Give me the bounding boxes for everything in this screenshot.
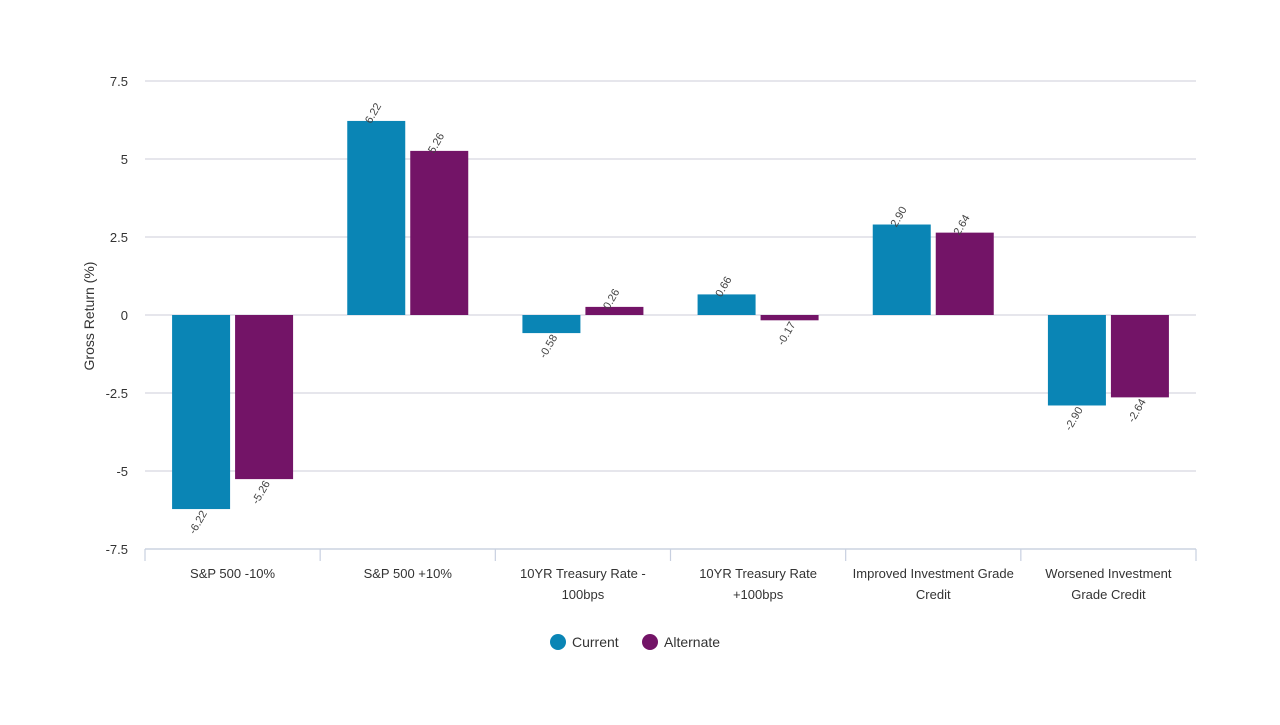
grid-lines <box>145 80 1196 550</box>
data-label-alternate-0: -5.26 <box>250 479 273 507</box>
y-axis-ticks: 7.5 5 2.5 0 -2.5 -5 -7.5 <box>106 74 128 557</box>
bar-current-5[interactable] <box>1047 315 1106 406</box>
legend-item-current[interactable]: Current <box>550 634 619 650</box>
y-axis-title: Gross Return (%) <box>81 262 97 371</box>
x-category-label: Grade Credit <box>1071 587 1146 602</box>
legend-swatch <box>642 634 658 650</box>
bar-current-1[interactable] <box>347 120 406 315</box>
x-category-label: 100bps <box>562 587 605 602</box>
x-category-label: 10YR Treasury Rate - <box>520 566 646 581</box>
bar-current-2[interactable] <box>522 315 581 334</box>
data-label-alternate-3: -0.17 <box>776 320 799 348</box>
data-label-current-2: -0.58 <box>537 333 560 361</box>
y-tick-label: -2.5 <box>106 386 128 401</box>
x-category-label: S&P 500 +10% <box>364 566 453 581</box>
bar-alternate-4[interactable] <box>935 232 994 315</box>
bar-current-4[interactable] <box>872 224 931 315</box>
x-category-label: +100bps <box>733 587 784 602</box>
bar-alternate-1[interactable] <box>410 150 469 315</box>
bars <box>172 120 1169 510</box>
bar-current-3[interactable] <box>697 294 756 315</box>
y-tick-label: -7.5 <box>106 542 128 557</box>
x-axis: S&P 500 -10% S&P 500 +10% 10YR Treasury Ra… <box>144 548 1197 602</box>
legend: Current Alternate <box>550 634 720 650</box>
y-tick-label: 0 <box>121 308 128 323</box>
legend-label: Current <box>572 634 619 650</box>
bar-alternate-5[interactable] <box>1110 315 1169 398</box>
data-label-alternate-5: -2.64 <box>1126 397 1149 425</box>
bar-alternate-2[interactable] <box>585 306 644 315</box>
legend-swatch <box>550 634 566 650</box>
legend-item-alternate[interactable]: Alternate <box>642 634 720 650</box>
x-category-label: 10YR Treasury Rate <box>699 566 817 581</box>
data-label-current-5: -2.90 <box>1063 405 1086 433</box>
x-category-label: Improved Investment Grade <box>853 566 1014 581</box>
x-category-label: Worsened Investment <box>1045 566 1172 581</box>
y-tick-label: 7.5 <box>110 74 128 89</box>
bar-alternate-0[interactable] <box>235 315 294 480</box>
bar-current-0[interactable] <box>172 315 231 510</box>
x-category-label: S&P 500 -10% <box>190 566 275 581</box>
x-category-label: Credit <box>916 587 951 602</box>
y-tick-label: -5 <box>116 464 128 479</box>
legend-label: Alternate <box>664 634 720 650</box>
data-label-current-0: -6.22 <box>187 509 210 537</box>
y-tick-label: 2.5 <box>110 230 128 245</box>
bar-alternate-3[interactable] <box>760 315 819 321</box>
y-tick-label: 5 <box>121 152 128 167</box>
